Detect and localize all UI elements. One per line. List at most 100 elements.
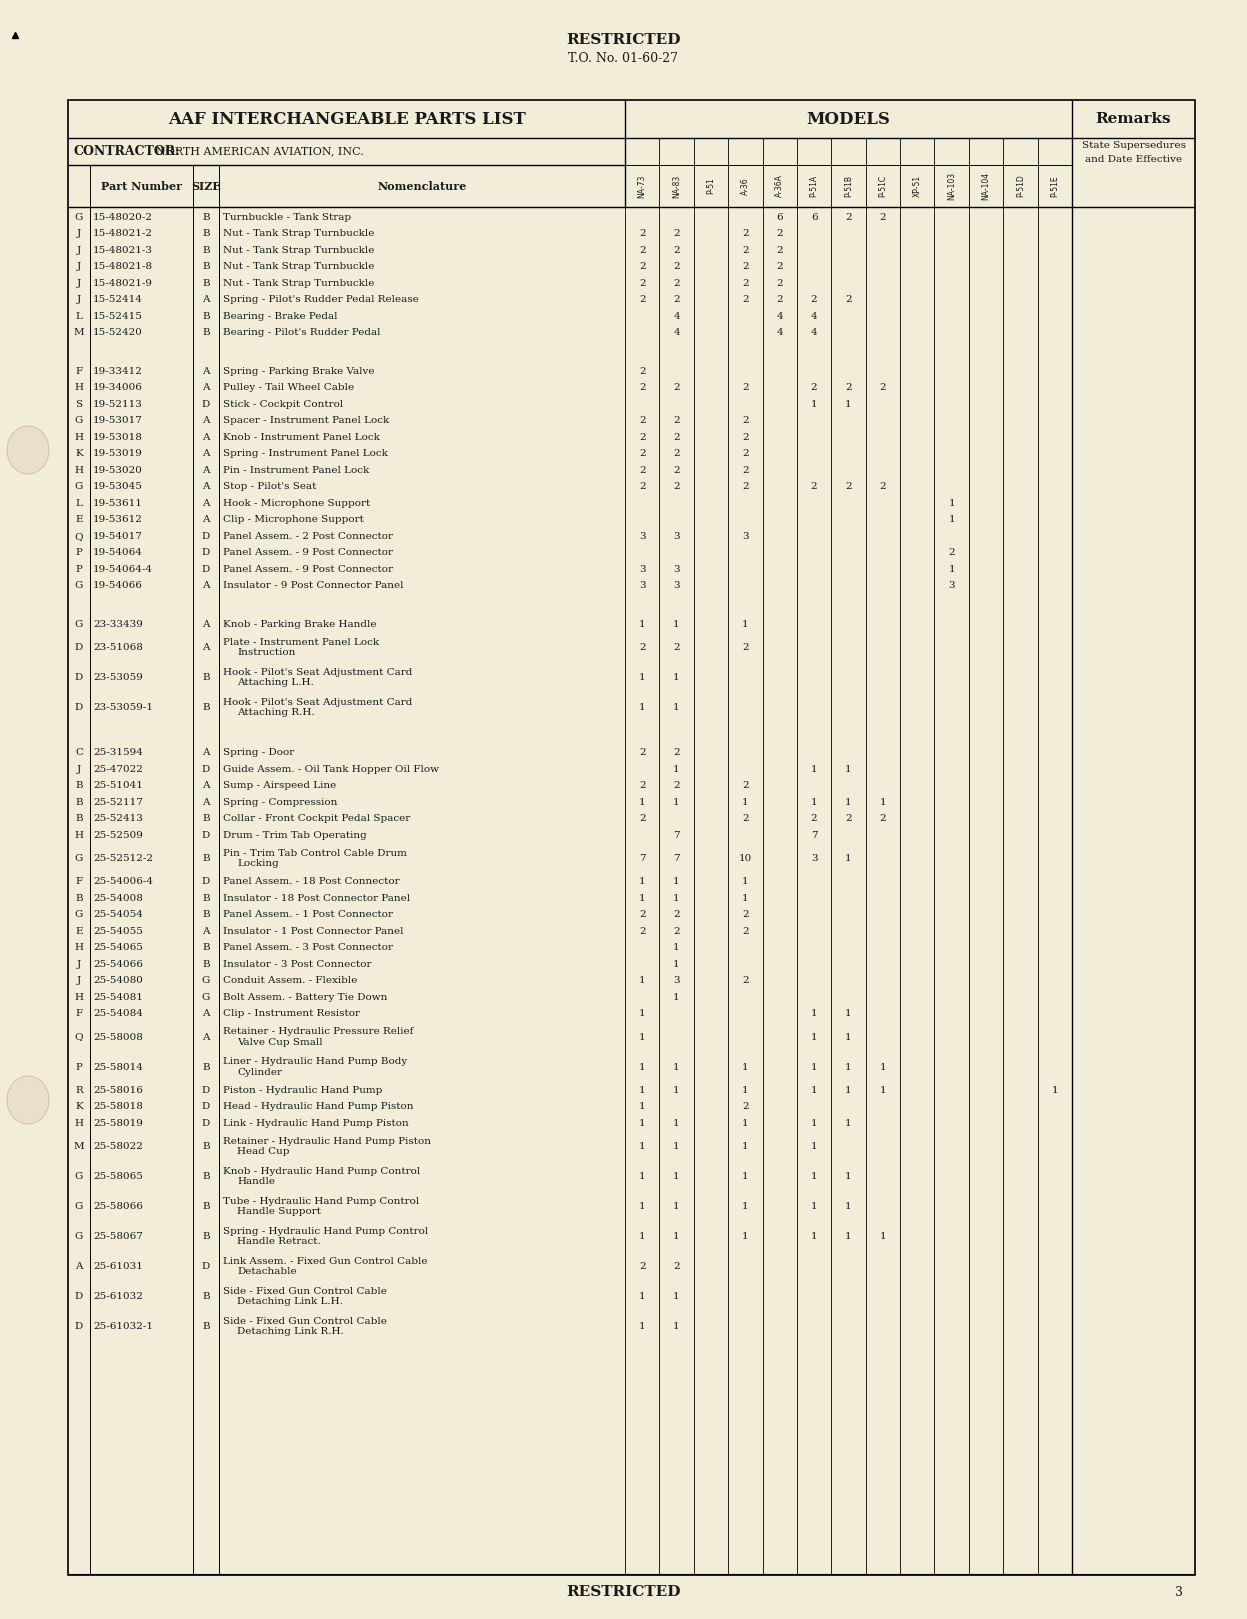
Text: F: F [75, 877, 82, 886]
Text: Nut - Tank Strap Turnbuckle: Nut - Tank Strap Turnbuckle [223, 262, 374, 272]
Text: J: J [77, 278, 81, 288]
Text: G: G [75, 1232, 84, 1242]
Text: 25-31594: 25-31594 [94, 748, 143, 758]
Text: 1: 1 [811, 1141, 818, 1151]
Text: 1: 1 [742, 1201, 748, 1211]
Text: 1: 1 [845, 400, 852, 408]
Text: 2: 2 [742, 1103, 748, 1111]
Text: A: A [202, 1009, 209, 1018]
Text: Drum - Trim Tab Operating: Drum - Trim Tab Operating [223, 831, 367, 840]
Text: Side - Fixed Gun Control Cable: Side - Fixed Gun Control Cable [223, 1316, 387, 1326]
Text: 1: 1 [638, 1103, 646, 1111]
Text: A: A [202, 384, 209, 392]
Text: Panel Assem. - 1 Post Connector: Panel Assem. - 1 Post Connector [223, 910, 393, 920]
Text: 15-48021-9: 15-48021-9 [94, 278, 153, 288]
Text: Retainer - Hydraulic Hand Pump Piston: Retainer - Hydraulic Hand Pump Piston [223, 1137, 431, 1146]
Text: 25-54054: 25-54054 [94, 910, 143, 920]
Text: Bearing - Pilot's Rudder Pedal: Bearing - Pilot's Rudder Pedal [223, 329, 380, 337]
Text: B: B [202, 329, 209, 337]
Text: 2: 2 [777, 295, 783, 304]
Text: F: F [75, 1009, 82, 1018]
Text: 1: 1 [673, 1141, 680, 1151]
Text: 3: 3 [811, 853, 818, 863]
Text: 19-54017: 19-54017 [94, 531, 143, 541]
Text: 2: 2 [673, 926, 680, 936]
Text: Cylinder: Cylinder [237, 1069, 282, 1077]
Text: 2: 2 [673, 643, 680, 652]
Text: 1: 1 [673, 1232, 680, 1242]
Text: Q: Q [75, 1033, 84, 1041]
Text: 2: 2 [879, 212, 887, 222]
Text: Nomenclature: Nomenclature [378, 180, 466, 191]
Text: G: G [75, 482, 84, 491]
Text: 1: 1 [845, 1172, 852, 1180]
Text: 6: 6 [777, 212, 783, 222]
Text: D: D [75, 643, 84, 652]
Text: A-36A: A-36A [776, 175, 784, 198]
Text: 2: 2 [845, 814, 852, 822]
Text: G: G [75, 581, 84, 591]
Text: H: H [75, 992, 84, 1002]
Text: Plate - Instrument Panel Lock: Plate - Instrument Panel Lock [223, 638, 379, 646]
Text: 1: 1 [811, 1172, 818, 1180]
Text: 15-52414: 15-52414 [94, 295, 143, 304]
Text: 1: 1 [638, 894, 646, 903]
Text: Panel Assem. - 2 Post Connector: Panel Assem. - 2 Post Connector [223, 531, 393, 541]
Text: G: G [75, 853, 84, 863]
Text: J: J [77, 246, 81, 254]
Text: 19-53611: 19-53611 [94, 499, 143, 508]
Text: 1: 1 [638, 703, 646, 712]
Text: RESTRICTED: RESTRICTED [566, 32, 681, 47]
Text: 1: 1 [638, 620, 646, 628]
Text: Q: Q [75, 531, 84, 541]
Text: 19-52113: 19-52113 [94, 400, 143, 408]
Ellipse shape [7, 1077, 49, 1124]
Text: A: A [202, 620, 209, 628]
Text: 2: 2 [673, 384, 680, 392]
Text: 1: 1 [638, 1009, 646, 1018]
Text: 25-52512-2: 25-52512-2 [94, 853, 153, 863]
Text: J: J [77, 764, 81, 774]
Text: B: B [202, 1201, 209, 1211]
Text: 2: 2 [638, 466, 646, 474]
Text: P: P [76, 565, 82, 573]
Text: 2: 2 [673, 246, 680, 254]
Text: 1: 1 [673, 960, 680, 968]
Text: D: D [202, 1261, 211, 1271]
Text: G: G [75, 910, 84, 920]
Text: 7: 7 [673, 853, 680, 863]
Text: 1: 1 [673, 1086, 680, 1094]
Text: Clip - Instrument Resistor: Clip - Instrument Resistor [223, 1009, 360, 1018]
Text: 2: 2 [673, 416, 680, 426]
Text: 2: 2 [777, 278, 783, 288]
Text: 2: 2 [742, 976, 748, 986]
Text: 25-58067: 25-58067 [94, 1232, 143, 1242]
Text: 1: 1 [811, 1086, 818, 1094]
Text: L: L [76, 499, 82, 508]
Text: 1: 1 [673, 1323, 680, 1331]
Text: B: B [75, 814, 82, 822]
Text: 2: 2 [638, 814, 646, 822]
Text: 1: 1 [845, 853, 852, 863]
Text: G: G [75, 620, 84, 628]
Text: B: B [202, 278, 209, 288]
Text: 2: 2 [638, 482, 646, 491]
Text: 1: 1 [673, 992, 680, 1002]
Text: 25-61032-1: 25-61032-1 [94, 1323, 153, 1331]
Text: D: D [202, 565, 211, 573]
Text: M: M [74, 1141, 85, 1151]
Text: B: B [202, 960, 209, 968]
Text: J: J [77, 230, 81, 238]
Text: Handle: Handle [237, 1177, 276, 1187]
Text: B: B [202, 262, 209, 272]
Text: 1: 1 [742, 1086, 748, 1094]
Text: 2: 2 [673, 482, 680, 491]
Text: 3: 3 [638, 531, 646, 541]
Text: D: D [202, 831, 211, 840]
Text: 1: 1 [811, 1062, 818, 1072]
Text: 23-53059-1: 23-53059-1 [94, 703, 153, 712]
Text: 2: 2 [879, 384, 887, 392]
Text: 1: 1 [673, 674, 680, 682]
Text: 1: 1 [845, 1086, 852, 1094]
Text: Knob - Instrument Panel Lock: Knob - Instrument Panel Lock [223, 432, 380, 442]
